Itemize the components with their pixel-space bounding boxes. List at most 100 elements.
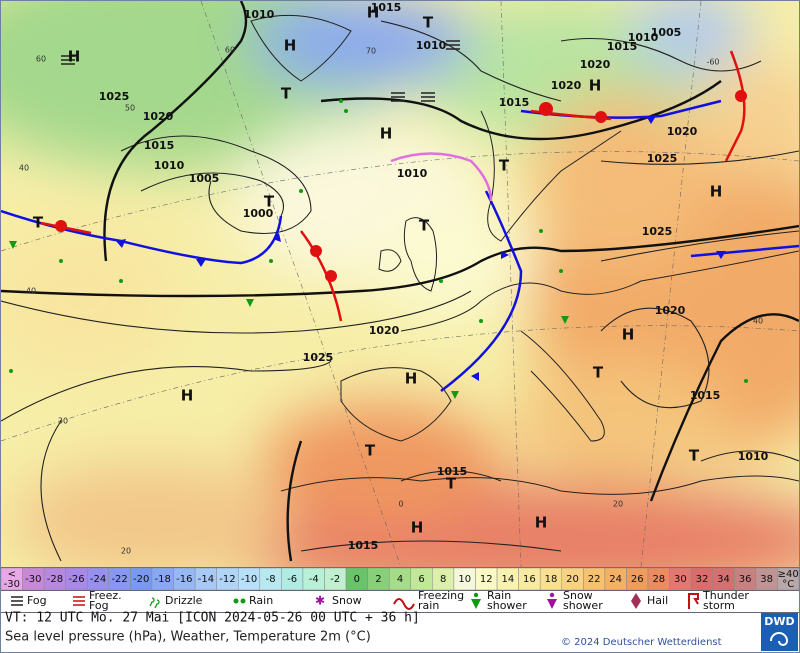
pressure-label: 1015 — [499, 96, 530, 109]
pressure-label: 1015 — [690, 389, 721, 402]
drizzle-icon — [149, 597, 160, 609]
temperature-contour-label: 40 — [753, 317, 763, 326]
legend-item-label: Rain — [249, 594, 273, 607]
scale-label: 24 — [609, 574, 622, 585]
scale-label: ≥40 — [778, 569, 799, 580]
scale-label: -10 — [241, 574, 257, 585]
pressure-label: 1020 — [667, 125, 698, 138]
scale-label: -24 — [90, 574, 106, 585]
dwd-logo-text: DWD — [764, 615, 794, 628]
pressure-center: H — [367, 4, 380, 22]
scale-label: 28 — [652, 574, 665, 585]
valid-time: VT: 12 UTC Mo. 27 Mai [ICON 2024-05-26 0… — [5, 611, 420, 626]
weather-legend: Fog Freez.Fog Drizzle Rain ✱ Snow Freezingrain… — [1, 589, 799, 613]
scale-label: -22 — [111, 574, 127, 585]
pressure-label: 1000 — [243, 207, 274, 220]
legend-item-label: shower — [563, 599, 603, 612]
scale-label: -2 — [330, 574, 340, 585]
pressure-center: T — [365, 442, 376, 460]
pressure-label: 1020 — [369, 324, 400, 337]
legend-item-label: Thunder — [702, 589, 749, 602]
temperature-contour-label: 20 — [613, 500, 623, 509]
fronts — [1, 50, 799, 392]
map-area: 1010101510101025102010151010100510001010… — [1, 1, 799, 567]
fog-icon — [11, 596, 23, 606]
temperature-contour-label: 40 — [19, 164, 29, 173]
pressure-label: 1025 — [642, 225, 673, 238]
pressure-center: T — [689, 447, 700, 465]
pressure-label: 1025 — [647, 152, 678, 165]
legend-item-label: Freezing — [418, 589, 464, 602]
pressure-label: 1020 — [580, 58, 611, 71]
rain-icon — [240, 598, 246, 604]
temperature-contour-label: 60 — [225, 46, 235, 55]
freezing-rain-icon — [393, 598, 415, 610]
temperature-scale: <-30 -30 -28 -26 -24 -22 -20 -18 -16 -14 -12 -10 -8-… — [1, 567, 799, 591]
pressure-center: H — [710, 183, 723, 201]
scale-label: 12 — [480, 574, 493, 585]
scale-label: 10 — [458, 574, 471, 585]
temperature-contour-label: 50 — [125, 104, 135, 113]
temperature-contour-label: 70 — [366, 47, 376, 56]
pressure-label: 1010 — [628, 31, 659, 44]
occluded-front — [390, 152, 493, 202]
pressure-center: H — [589, 77, 602, 95]
dwd-logo-swirl — [770, 632, 789, 646]
temperature-contour-label: -60 — [706, 58, 719, 67]
pressure-label: 1020 — [143, 110, 174, 123]
scale-label: 0 — [354, 574, 360, 585]
scale-label: -4 — [309, 574, 319, 585]
snow-shower-icon — [549, 592, 555, 598]
rain-icon — [233, 598, 239, 604]
pressure-label: 1010 — [154, 159, 185, 172]
pressure-label: 1010 — [416, 39, 447, 52]
scale-label: 6 — [418, 574, 424, 585]
scale-label: 32 — [696, 574, 709, 585]
temperature-contour-label: 40 — [26, 287, 36, 296]
legend-item-label: Hail — [647, 594, 668, 607]
isobars — [1, 20, 799, 562]
scale-label: 26 — [631, 574, 644, 585]
thunderstorm-icon — [688, 593, 699, 609]
scale-label: 4 — [397, 574, 403, 585]
pressure-label: 1025 — [303, 351, 334, 364]
snow-icon: ✱ — [315, 594, 325, 608]
pressure-center: T — [419, 217, 430, 235]
rain-shower-icon — [471, 599, 481, 609]
pressure-center: T — [281, 85, 292, 103]
pressure-center: H — [622, 326, 635, 344]
hail-icon — [631, 593, 641, 609]
temperature-contour-label: 30 — [58, 417, 68, 426]
scale-label: °C — [782, 579, 794, 590]
pressure-center: T — [499, 157, 510, 175]
dwd-logo — [761, 613, 798, 651]
pressure-label: 1010 — [397, 167, 428, 180]
scale-label: -30 — [25, 574, 41, 585]
freezing-fog-icon — [73, 596, 85, 606]
pressure-center: H — [405, 370, 418, 388]
pressure-center: H — [181, 387, 194, 405]
scale-label: 14 — [501, 574, 514, 585]
pressure-label: 1010 — [738, 450, 769, 463]
temperature-field — [1, 1, 799, 567]
scale-label: -12 — [219, 574, 235, 585]
scale-label: -6 — [287, 574, 297, 585]
legend-item-label: Snow — [563, 589, 593, 602]
pressure-label: 1015 — [348, 539, 379, 552]
pressure-label: 1015 — [437, 465, 468, 478]
description: Sea level pressure (hPa), Weather, Tempe… — [5, 630, 371, 645]
scale-label: -14 — [198, 574, 214, 585]
scale-label: -16 — [176, 574, 192, 585]
pressure-center: T — [593, 364, 604, 382]
legend-item-label: Freez. — [89, 589, 122, 602]
pressure-label: 1010 — [244, 8, 275, 21]
legend-item-label: Fog — [27, 594, 47, 607]
pressure-center: H — [535, 514, 548, 532]
fog-symbols — [61, 40, 460, 102]
pressure-label: 1020 — [655, 304, 686, 317]
pressure-center: T — [446, 475, 457, 493]
coastlines — [250, 14, 799, 495]
scale-label: 8 — [440, 574, 446, 585]
